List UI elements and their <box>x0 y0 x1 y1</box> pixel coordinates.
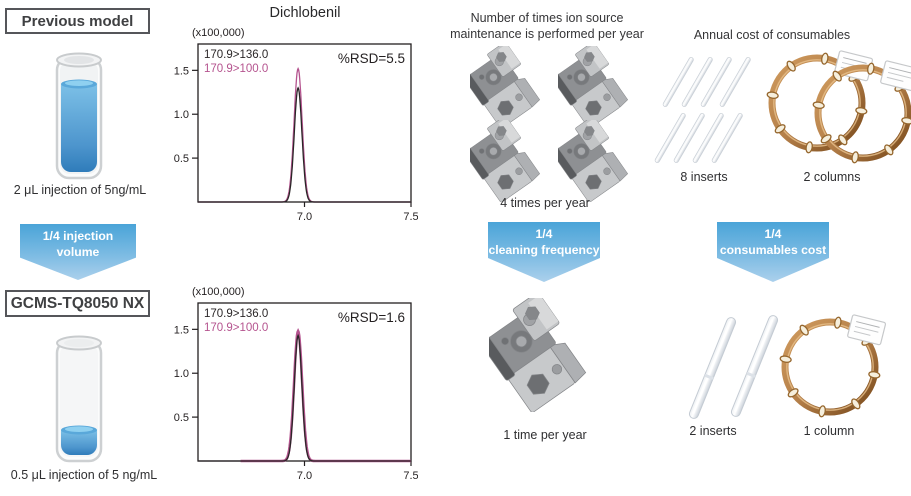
gc-columns-pair-icon <box>760 46 911 172</box>
columns-before-caption: 2 columns <box>803 170 861 184</box>
svg-text:170.9>100.0: 170.9>100.0 <box>204 63 268 75</box>
arrow-line2: volume <box>56 244 100 259</box>
arrow-line1: 1/4 <box>535 227 553 241</box>
svg-text:%RSD=5.5: %RSD=5.5 <box>338 51 405 66</box>
previous-model-label: Previous model <box>21 12 134 30</box>
ion-source-icon <box>489 298 594 412</box>
svg-text:7.5: 7.5 <box>403 211 418 223</box>
inserts-after-caption: 2 inserts <box>689 424 737 438</box>
ion-source-icon <box>470 120 546 202</box>
ion-source-icon <box>558 120 634 202</box>
svg-text:0.5: 0.5 <box>174 153 189 165</box>
previous-model-label-box: Previous model <box>5 8 150 34</box>
svg-text:170.9>136.0: 170.9>136.0 <box>204 308 268 320</box>
arrow-line2: cleaning frequency <box>488 242 600 257</box>
new-injection-caption: 0.5 μL injection of 5 ng/mL <box>10 468 158 482</box>
svg-text:1.5: 1.5 <box>174 65 189 77</box>
svg-text:170.9>136.0: 170.9>136.0 <box>204 49 268 61</box>
inserts-group-icon <box>653 56 752 164</box>
svg-text:170.9>100.0: 170.9>100.0 <box>204 322 268 334</box>
previous-injection-caption: 2 μL injection of 5ng/mL <box>13 183 147 197</box>
svg-text:(x100,000): (x100,000) <box>192 286 245 298</box>
maintenance-before-caption: 4 times per year <box>500 196 590 210</box>
cleaning-frequency-arrow-banner: 1/4 cleaning frequency <box>488 222 600 282</box>
arrow-line2: consumables cost <box>719 242 827 257</box>
new-model-label: GCMS-TQ8050 NX <box>10 294 145 312</box>
svg-text:0.5: 0.5 <box>174 412 189 424</box>
chromatogram-new: 0.5 1.0 1.5 7.0 7.5 (x100,000) %RSD=1.6 170.9>1… <box>174 286 418 482</box>
ion-source-icon <box>470 46 546 128</box>
svg-text:%RSD=1.6: %RSD=1.6 <box>338 310 405 325</box>
low-vial-icon <box>55 335 103 463</box>
injection-volume-arrow-banner: 1/4 injection volume <box>20 224 136 280</box>
chromatogram-previous: 0.5 1.0 1.5 7.0 7.5 (x100,000) %RSD=5.5 170.9>1… <box>174 27 418 223</box>
inserts-before-caption: 8 inserts <box>680 170 728 184</box>
svg-text:(x100,000): (x100,000) <box>192 27 245 39</box>
inserts-pair-icon <box>687 313 780 421</box>
consumables-cost-arrow-banner: 1/4 consumables cost <box>717 222 829 282</box>
column-after-caption: 1 column <box>803 424 855 438</box>
ion-source-icon <box>558 46 634 128</box>
new-model-label-box: GCMS-TQ8050 NX <box>5 290 150 317</box>
arrow-line1: 1/4 <box>764 227 782 241</box>
svg-text:1.0: 1.0 <box>174 109 189 121</box>
svg-text:7.5: 7.5 <box>403 470 418 482</box>
full-vial-icon <box>55 52 103 180</box>
maintenance-after-caption: 1 time per year <box>503 428 587 442</box>
svg-text:7.0: 7.0 <box>297 470 312 482</box>
gc-column-single-icon <box>772 308 888 424</box>
maintenance-header: Number of times ion source maintenance i… <box>450 11 644 42</box>
svg-text:1.0: 1.0 <box>174 368 189 380</box>
chart-title: Dichlobenil <box>269 5 341 21</box>
svg-text:1.5: 1.5 <box>174 324 189 336</box>
svg-text:7.0: 7.0 <box>297 211 312 223</box>
arrow-line1: 1/4 injection <box>42 229 114 243</box>
consumables-header: Annual cost of consumables <box>693 28 851 42</box>
